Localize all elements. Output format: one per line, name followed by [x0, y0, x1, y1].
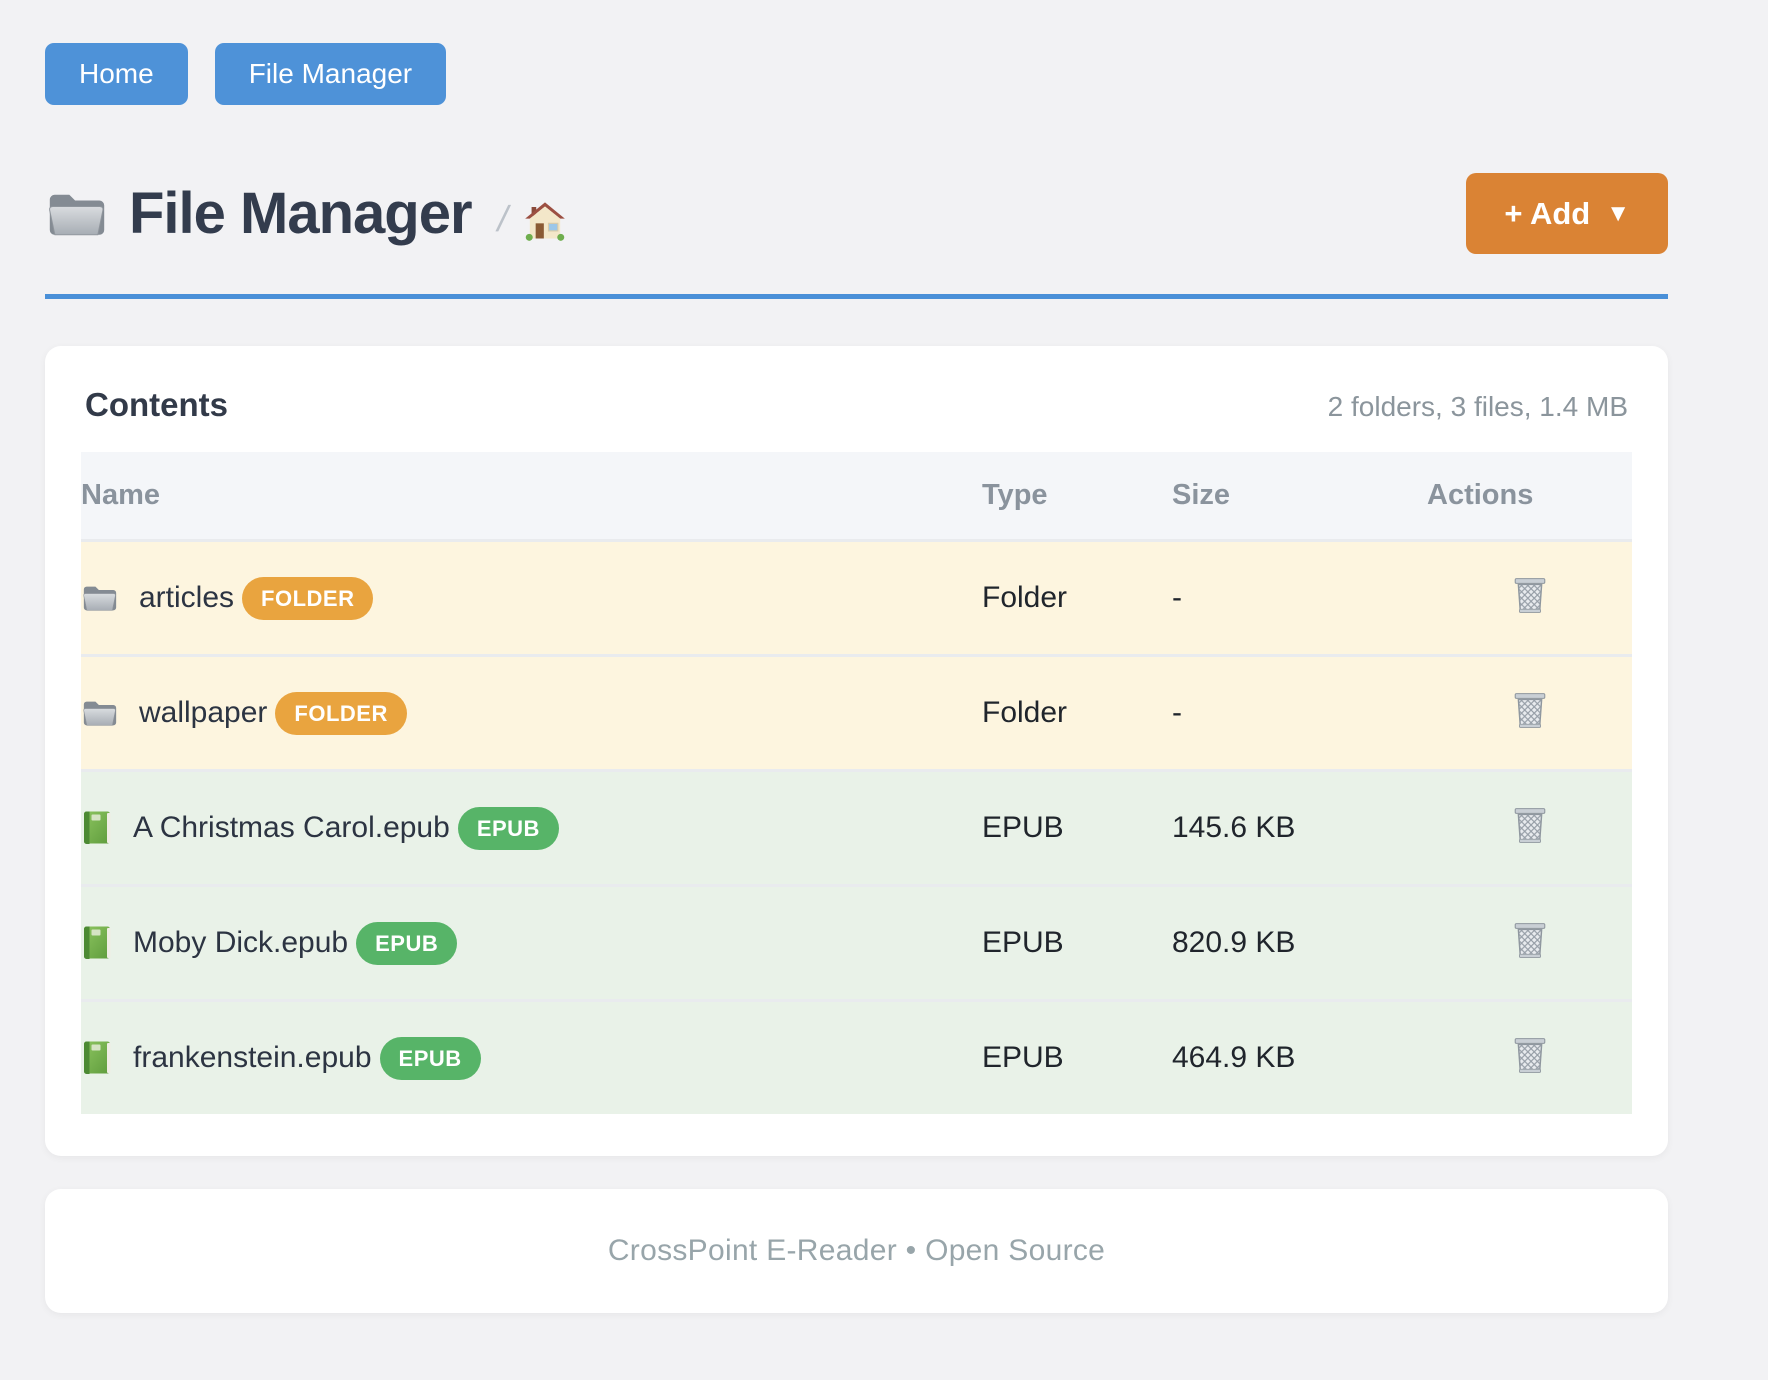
wastebasket-icon — [1512, 576, 1548, 614]
table-row[interactable]: Moby Dick.epub EPUB EPUB 820.9 KB — [81, 884, 1632, 1001]
add-button-label: + Add — [1504, 195, 1591, 231]
nav-button-file-manager[interactable]: File Manager — [214, 43, 447, 105]
page-title: File Manager — [129, 181, 473, 246]
title-divider — [45, 294, 1668, 299]
column-header-actions: Actions — [1427, 452, 1632, 541]
green-book-icon — [81, 1040, 113, 1076]
type-cell: EPUB — [982, 884, 1172, 1001]
file-name-link[interactable]: articles — [139, 581, 235, 614]
column-header-type[interactable]: Type — [982, 452, 1172, 541]
table-row[interactable]: wallpaper FOLDER Folder - — [81, 654, 1632, 771]
file-name-link[interactable]: wallpaper — [139, 696, 268, 729]
name-cell: frankenstein.epub EPUB — [81, 999, 982, 1114]
file-name-link[interactable]: frankenstein.epub — [133, 1041, 372, 1074]
contents-card: Contents 2 folders, 3 files, 1.4 MB Name… — [45, 346, 1668, 1156]
type-badge: FOLDER — [275, 691, 407, 735]
contents-table-body: articles FOLDER Folder - wallpaper FOLDE… — [81, 539, 1632, 1114]
top-nav: Home File Manager — [45, 43, 1668, 105]
delete-button[interactable] — [1510, 804, 1550, 846]
page-header: File Manager / + Add ▼ — [45, 173, 1668, 254]
footer-card: CrossPoint E-Reader • Open Source — [45, 1189, 1668, 1313]
folder-icon — [45, 188, 109, 240]
name-cell: wallpaper FOLDER — [81, 654, 982, 771]
type-cell: EPUB — [982, 769, 1172, 886]
type-cell: EPUB — [982, 999, 1172, 1114]
wastebasket-icon — [1512, 691, 1548, 729]
title-block: File Manager / — [45, 180, 566, 247]
contents-card-header: Contents 2 folders, 3 files, 1.4 MB — [81, 386, 1632, 424]
table-row[interactable]: articles FOLDER Folder - — [81, 539, 1632, 656]
wastebasket-icon — [1512, 921, 1548, 959]
breadcrumb-separator: / — [493, 197, 513, 239]
name-cell: A Christmas Carol.epub EPUB — [81, 769, 982, 886]
house-icon[interactable] — [524, 201, 566, 241]
delete-button[interactable] — [1510, 689, 1550, 731]
size-cell: 820.9 KB — [1172, 884, 1427, 1001]
actions-cell — [1427, 999, 1632, 1114]
type-cell: Folder — [982, 539, 1172, 656]
type-badge: EPUB — [457, 806, 559, 850]
delete-button[interactable] — [1510, 919, 1550, 961]
page: Home File Manager File Manager / + Add ▼… — [45, 43, 1668, 1313]
size-cell: - — [1172, 654, 1427, 771]
delete-button[interactable] — [1510, 574, 1550, 616]
column-header-size[interactable]: Size — [1172, 452, 1427, 541]
table-row[interactable]: A Christmas Carol.epub EPUB EPUB 145.6 K… — [81, 769, 1632, 886]
name-cell: Moby Dick.epub EPUB — [81, 884, 982, 1001]
nav-button-home[interactable]: Home — [45, 43, 188, 105]
type-badge: FOLDER — [242, 576, 374, 620]
actions-cell — [1427, 769, 1632, 886]
wastebasket-icon — [1512, 1036, 1548, 1074]
folder-icon — [81, 582, 119, 614]
footer-text: CrossPoint E-Reader • Open Source — [607, 1234, 1106, 1267]
size-cell: - — [1172, 539, 1427, 656]
name-cell: articles FOLDER — [81, 539, 982, 656]
table-header-row: Name Type Size Actions — [81, 452, 1632, 541]
contents-summary: 2 folders, 3 files, 1.4 MB — [1327, 391, 1628, 422]
wastebasket-icon — [1512, 806, 1548, 844]
green-book-icon — [81, 810, 113, 846]
folder-icon — [81, 697, 119, 729]
type-cell: Folder — [982, 654, 1172, 771]
type-badge: EPUB — [379, 1036, 481, 1080]
actions-cell — [1427, 539, 1632, 656]
delete-button[interactable] — [1510, 1034, 1550, 1076]
size-cell: 145.6 KB — [1172, 769, 1427, 886]
actions-cell — [1427, 884, 1632, 1001]
type-badge: EPUB — [356, 921, 458, 965]
add-button[interactable]: + Add ▼ — [1466, 173, 1668, 254]
green-book-icon — [81, 925, 113, 961]
actions-cell — [1427, 654, 1632, 771]
column-header-name[interactable]: Name — [81, 452, 982, 541]
file-table: Name Type Size Actions articles FOLDER F… — [81, 452, 1632, 1114]
size-cell: 464.9 KB — [1172, 999, 1427, 1114]
chevron-down-icon: ▼ — [1606, 199, 1630, 227]
table-row[interactable]: frankenstein.epub EPUB EPUB 464.9 KB — [81, 999, 1632, 1114]
file-name-link[interactable]: A Christmas Carol.epub — [133, 811, 450, 844]
file-name-link[interactable]: Moby Dick.epub — [133, 926, 349, 959]
contents-heading: Contents — [85, 386, 228, 423]
